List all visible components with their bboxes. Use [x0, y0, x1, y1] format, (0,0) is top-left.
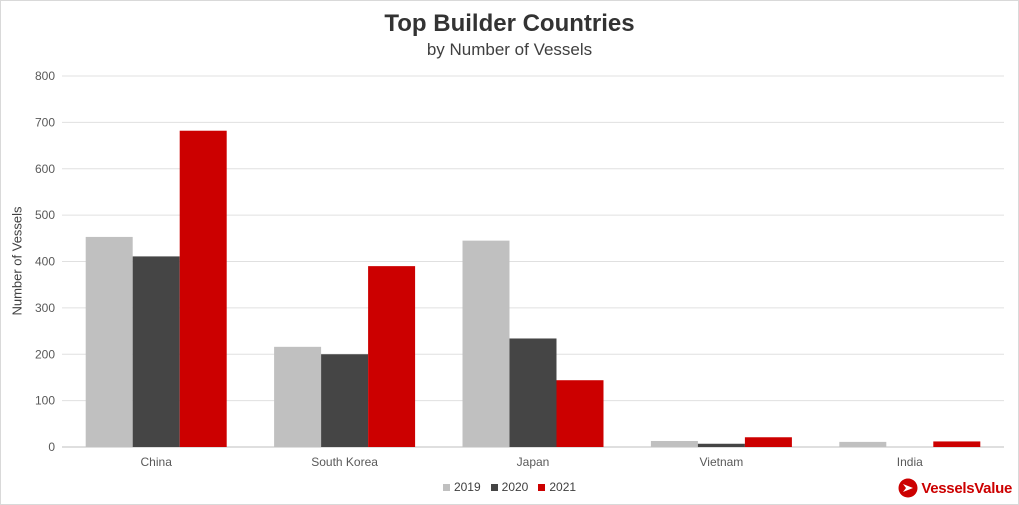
- x-tick-label: Japan: [517, 455, 550, 469]
- legend-label: 2019: [453, 480, 481, 494]
- bar-2019-vietnam: [650, 440, 698, 447]
- y-tick-label: 300: [35, 301, 55, 315]
- legend-swatch: [538, 483, 546, 491]
- bar-2019-china: [85, 236, 133, 447]
- brand-name: VesselsValue: [921, 479, 1012, 497]
- bar-2020-vietnam: [697, 443, 745, 447]
- x-axis-ticks: China South Korea Japan Vietnam India: [141, 455, 924, 469]
- bar-2021-vietnam: [744, 437, 792, 447]
- y-tick-label: 0: [48, 440, 55, 454]
- legend-item: 2019: [442, 480, 481, 494]
- y-tick-label: 600: [35, 162, 55, 176]
- bar-2020-china: [132, 256, 180, 447]
- y-tick-label: 400: [35, 255, 55, 269]
- x-tick-label: South Korea: [311, 455, 378, 469]
- y-tick-label: 700: [35, 115, 55, 129]
- legend: 2019 2020 2021: [0, 480, 1019, 494]
- bar-2021-japan: [556, 380, 604, 447]
- bar-2020-south-korea: [321, 354, 369, 447]
- y-tick-label: 100: [35, 394, 55, 408]
- y-tick-label: 200: [35, 347, 55, 361]
- y-tick-label: 500: [35, 208, 55, 222]
- brand-logo: VesselsValue: [898, 478, 1012, 498]
- vesselsvalue-logo-icon: [898, 478, 918, 498]
- legend-label: 2020: [501, 480, 529, 494]
- legend-item: 2020: [490, 480, 529, 494]
- bar-2019-japan: [462, 240, 510, 447]
- x-tick-label: India: [897, 455, 923, 469]
- bar-2019-south-korea: [274, 346, 322, 447]
- chart-title: Top Builder Countries: [384, 10, 635, 37]
- bar-2021-china: [179, 130, 227, 447]
- legend-label: 2021: [549, 480, 577, 494]
- legend-item: 2021: [538, 480, 576, 494]
- legend-swatch: [490, 483, 498, 491]
- bar-2019-india: [839, 441, 887, 447]
- bar-2020-japan: [509, 338, 557, 447]
- bar-2021-south-korea: [368, 266, 416, 447]
- y-axis-ticks: 0 100 200 300 400 500 600 700 800: [35, 69, 55, 454]
- x-tick-label: China: [141, 455, 173, 469]
- bars: [85, 130, 981, 447]
- y-tick-label: 800: [35, 69, 55, 83]
- bar-2021-india: [933, 441, 981, 447]
- x-tick-label: Vietnam: [699, 455, 743, 469]
- legend-swatch: [442, 483, 450, 491]
- chart-subtitle: by Number of Vessels: [426, 40, 593, 59]
